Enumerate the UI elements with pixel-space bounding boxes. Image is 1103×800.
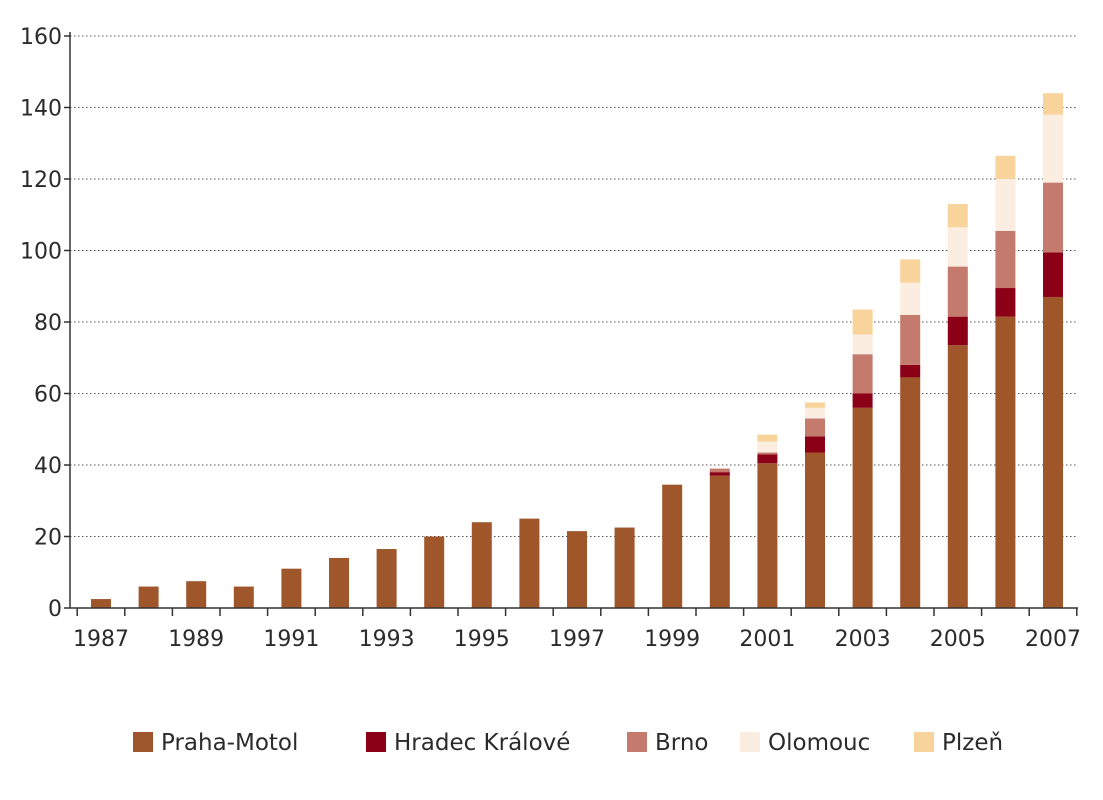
x-tick-labels: 1987 1989 1991 1993 1995 1997 1999 2001 2003 2005… — [73, 627, 1081, 652]
legend-label: Praha-Motol — [161, 730, 298, 756]
bar-segment-2001-s4 — [757, 434, 778, 442]
x-tick-label: 1999 — [644, 627, 700, 652]
bar-segment-2001-s0 — [757, 463, 778, 608]
bar-segment-1997-s0 — [567, 531, 587, 608]
bar-segment-2003-s2 — [852, 354, 873, 394]
y-tick-label: 60 — [34, 383, 62, 408]
bar-segment-2002-s4 — [805, 402, 825, 408]
bar-segment-2007-s2 — [1043, 182, 1063, 253]
legend-label: Plzeň — [942, 730, 1003, 756]
bar-segment-2002-s0 — [805, 452, 825, 608]
bar-segment-2002-s3 — [805, 407, 825, 419]
legend-swatch — [627, 732, 647, 752]
bar-segment-2007-s0 — [1043, 296, 1063, 608]
y-tick-label: 100 — [20, 240, 62, 265]
legend-label: Hradec Králové — [394, 730, 570, 756]
bar-segment-2007-s3 — [1043, 114, 1063, 183]
bars — [91, 93, 1063, 608]
x-tick-label: 2007 — [1025, 627, 1081, 652]
bar-segment-2000-s1 — [709, 472, 730, 476]
bar-segment-1990-s0 — [233, 586, 254, 608]
x-tick-label: 2005 — [930, 627, 986, 652]
bar-segment-2003-s0 — [852, 407, 873, 608]
bar-segment-1992-s0 — [329, 557, 349, 608]
y-tick-label: 120 — [20, 168, 62, 193]
bar-segment-1994-s0 — [424, 536, 445, 608]
y-tick-label: 0 — [48, 597, 62, 622]
bar-segment-2007-s1 — [1043, 252, 1063, 297]
y-tick-label: 80 — [34, 311, 62, 336]
x-tick-label: 1989 — [168, 627, 224, 652]
bar-segment-1991-s0 — [281, 568, 302, 608]
bar-segment-2004-s3 — [900, 282, 921, 315]
bar-segment-2003-s3 — [852, 334, 873, 355]
legend-item: Plzeň — [914, 730, 1003, 756]
bar-segment-1998-s0 — [614, 527, 635, 608]
x-tick-label: 1993 — [359, 627, 415, 652]
x-tick-label: 2003 — [835, 627, 891, 652]
legend-swatch — [740, 732, 760, 752]
bar-segment-2006-s0 — [995, 316, 1016, 608]
x-tick-label: 1995 — [454, 627, 510, 652]
legend-swatch — [366, 732, 386, 752]
bar-segment-2004-s2 — [900, 314, 921, 365]
legend-swatch — [133, 732, 153, 752]
bar-segment-2005-s3 — [947, 227, 968, 267]
bar-segment-1987-s0 — [91, 599, 111, 608]
bar-segment-2001-s1 — [757, 454, 778, 464]
bar-segment-2004-s4 — [900, 259, 921, 283]
bar-segment-2002-s1 — [805, 436, 825, 453]
bar-segment-2005-s0 — [947, 345, 968, 608]
bar-segment-2006-s3 — [995, 179, 1016, 231]
x-tick-label: 1987 — [73, 627, 129, 652]
bar-segment-2004-s1 — [900, 364, 921, 378]
legend: Praha-Motol Hradec Králové Brno Olomouc Plze… — [133, 730, 1003, 756]
x-tick-label: 2001 — [739, 627, 795, 652]
legend-swatch — [914, 732, 934, 752]
bar-segment-1999-s0 — [662, 484, 683, 608]
bar-segment-1989-s0 — [186, 581, 207, 608]
bar-segment-1996-s0 — [519, 518, 540, 608]
bar-segment-1995-s0 — [471, 522, 492, 608]
y-tick-labels: 0 20 40 60 80 100 120 140 160 — [20, 25, 62, 622]
bar-segment-2006-s1 — [995, 288, 1016, 317]
axes — [64, 32, 1078, 616]
bar-segment-2001-s2 — [757, 452, 778, 455]
bar-segment-2005-s2 — [947, 266, 968, 317]
bar-segment-2007-s4 — [1043, 93, 1063, 115]
x-tick-label: 1991 — [263, 627, 319, 652]
y-tick-label: 40 — [34, 454, 62, 479]
bar-segment-2003-s1 — [852, 393, 873, 408]
legend-item: Olomouc — [740, 730, 870, 756]
legend-label: Brno — [655, 730, 708, 756]
bar-segment-1993-s0 — [376, 549, 397, 608]
y-tick-label: 140 — [20, 97, 62, 122]
bar-segment-2001-s3 — [757, 441, 778, 453]
legend-item: Praha-Motol — [133, 730, 298, 756]
x-tick-label: 1997 — [549, 627, 605, 652]
bar-segment-2004-s0 — [900, 377, 921, 608]
y-tick-label: 20 — [34, 526, 62, 551]
bar-segment-2005-s4 — [947, 204, 968, 228]
legend-item: Hradec Králové — [366, 730, 570, 756]
bar-segment-2006-s2 — [995, 230, 1016, 289]
bar-segment-2000-s0 — [709, 475, 730, 608]
bar-segment-2003-s4 — [852, 309, 873, 335]
bar-segment-2002-s2 — [805, 418, 825, 437]
y-tick-label: 160 — [20, 25, 62, 50]
grid-lines — [70, 35, 1078, 537]
legend-item: Brno — [627, 730, 708, 756]
bar-segment-2006-s4 — [995, 155, 1016, 179]
bar-segment-1988-s0 — [138, 586, 159, 608]
legend-label: Olomouc — [768, 730, 870, 756]
bar-segment-2005-s1 — [947, 316, 968, 346]
bar-segment-2000-s2 — [709, 468, 730, 473]
